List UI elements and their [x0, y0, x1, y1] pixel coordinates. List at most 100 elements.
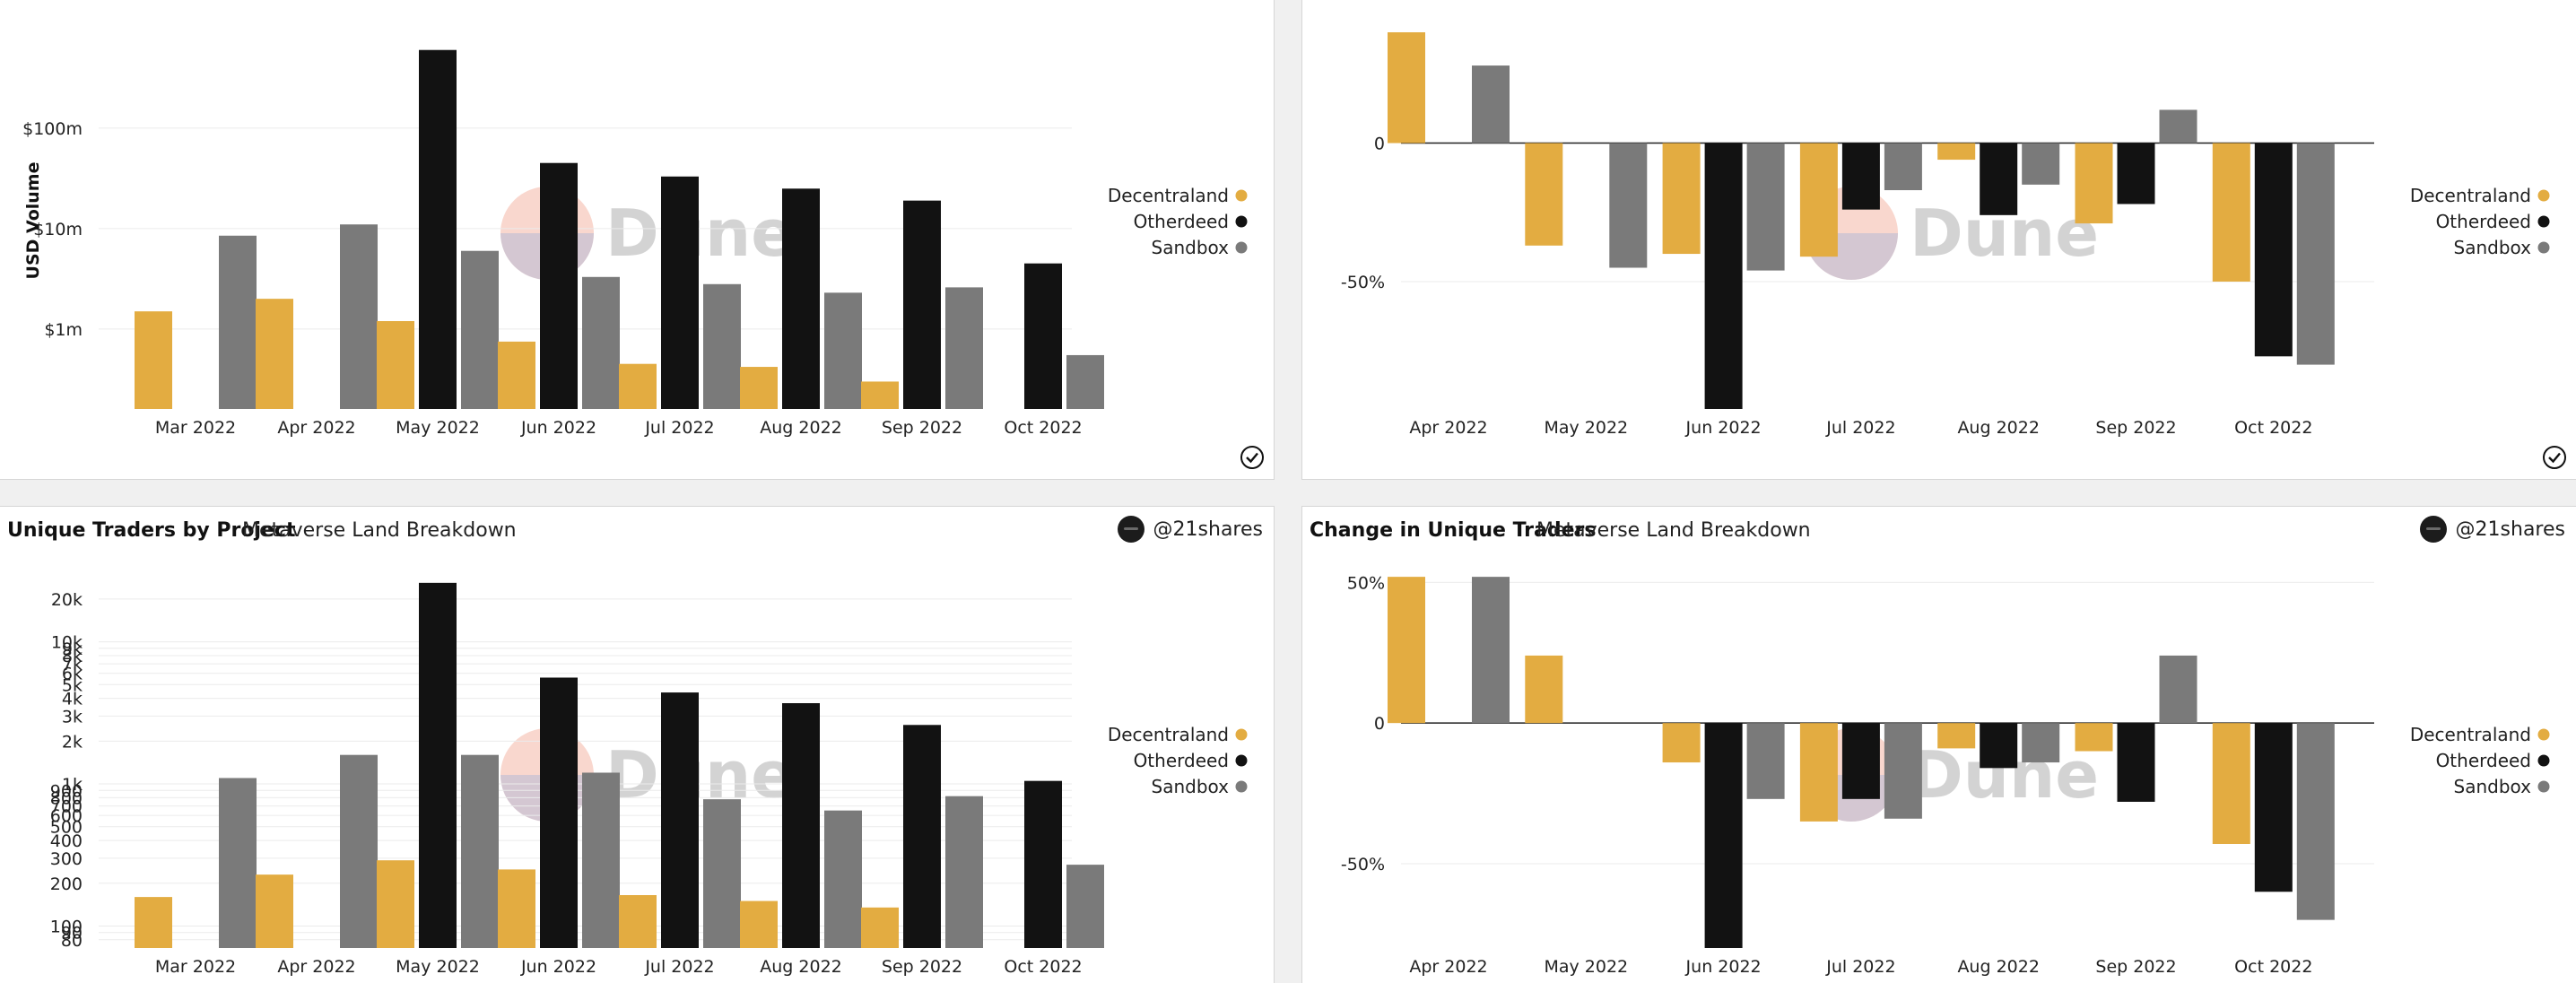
y-tick-label: 0	[1374, 135, 1385, 154]
bar-otherdeed	[782, 188, 820, 409]
bar-decentraland	[1799, 723, 1838, 822]
bar-sandbox	[945, 287, 983, 409]
bar-decentraland	[135, 897, 172, 948]
y-tick-label: $100m	[22, 119, 83, 139]
bar-sandbox	[824, 292, 862, 409]
x-tick-label: Jun 2022	[520, 957, 596, 977]
y-tick-label: 300	[50, 849, 83, 869]
bar-otherdeed	[2117, 143, 2155, 204]
watermark-text: Dune	[605, 737, 795, 813]
author-badge[interactable]: @21shares	[1117, 516, 1263, 543]
x-tick-label: Jun 2022	[1685, 957, 1762, 977]
bar-decentraland	[135, 311, 172, 409]
legend-label: Otherdeed	[1134, 750, 1229, 771]
check-icon[interactable]	[1240, 445, 1265, 470]
legend-swatch	[1235, 780, 1248, 793]
bar-decentraland	[498, 869, 535, 948]
author-name[interactable]: @21shares	[2455, 518, 2565, 541]
bar-sandbox	[2296, 723, 2335, 920]
x-tick-label: Apr 2022	[1409, 418, 1487, 438]
unique-traders-change-panel: Dune 50% 0 -50% Apr 2022 May 2022 Jun 2022 Jul …	[1301, 506, 2576, 983]
bar-decentraland	[377, 860, 414, 948]
author-name[interactable]: @21shares	[1153, 518, 1263, 541]
x-tick-label: Oct 2022	[1004, 957, 1082, 977]
bar-decentraland	[498, 341, 535, 409]
x-tick-label: Aug 2022	[1957, 957, 2040, 977]
x-tick-label: Mar 2022	[155, 418, 236, 438]
bar-decentraland	[861, 381, 899, 409]
y-tick-label: 0	[1374, 714, 1385, 734]
bar-sandbox	[582, 772, 620, 948]
bar-otherdeed	[903, 725, 941, 948]
bar-otherdeed	[419, 49, 457, 409]
y-tick-label: 50%	[1347, 573, 1385, 593]
y-tick-label: 3k	[62, 707, 83, 726]
y-tick-label: 200	[50, 874, 83, 894]
legend-swatch	[2537, 241, 2550, 254]
panel-title[interactable]: Change in Unique Traders	[1310, 519, 1597, 542]
bar-sandbox	[1066, 865, 1104, 948]
legend-label: Decentraland	[2410, 185, 2531, 206]
panel-title[interactable]: Unique Traders by Project	[7, 519, 296, 542]
y-tick-label: 800	[50, 788, 83, 808]
x-tick-label: Jul 2022	[1825, 418, 1895, 438]
legend-label: Sandbox	[1152, 776, 1230, 797]
x-tick-label: Jun 2022	[1685, 418, 1762, 438]
x-tick-label: Jul 2022	[644, 418, 714, 438]
bar-otherdeed	[1024, 263, 1062, 409]
x-tick-label: Jun 2022	[520, 418, 596, 438]
bar-sandbox	[1884, 143, 1922, 191]
panel-subtitle: Metaverse Land Breakdown	[242, 519, 517, 542]
legend-swatch	[2537, 728, 2550, 741]
y-tick-label: 1k	[62, 775, 83, 795]
bar-sandbox	[340, 754, 378, 948]
y-tick-label: 500	[50, 818, 83, 838]
x-tick-label: May 2022	[1544, 957, 1628, 977]
y-tick-label: 8k	[62, 647, 83, 666]
bar-sandbox	[461, 250, 499, 409]
bar-decentraland	[377, 320, 414, 409]
bar-decentraland	[861, 907, 899, 948]
panel-subtitle: Metaverse Land Breakdown	[1536, 519, 1811, 542]
bar-sandbox	[2296, 143, 2335, 365]
bar-sandbox	[945, 796, 983, 948]
bar-otherdeed	[1980, 723, 2018, 769]
bar-otherdeed	[782, 703, 820, 948]
panel-header: Change in Unique Traders Metaverse Land …	[1302, 507, 2576, 553]
volume-by-project-chart: Dune $1m $10m $100m USD Volume Mar 2022 Apr 20…	[22, 49, 1248, 438]
check-icon[interactable]	[2542, 445, 2567, 470]
y-axis-title: USD Volume	[23, 162, 43, 280]
x-tick-label: Mar 2022	[155, 957, 236, 977]
bar-sandbox	[461, 754, 499, 948]
bar-decentraland	[1388, 32, 1425, 144]
x-tick-label: Apr 2022	[277, 418, 355, 438]
y-tick-label: -50%	[1341, 855, 1385, 874]
bar-sandbox	[703, 283, 741, 409]
bar-decentraland	[1662, 723, 1701, 763]
bar-sandbox	[340, 224, 378, 409]
legend-swatch	[1235, 728, 1248, 741]
legend-label: Decentraland	[1108, 185, 1229, 206]
bar-decentraland	[256, 299, 293, 409]
x-tick-label: Apr 2022	[1409, 957, 1487, 977]
bar-sandbox	[1884, 723, 1922, 819]
bar-otherdeed	[1024, 780, 1062, 948]
bar-decentraland	[1525, 655, 1563, 724]
bar-decentraland	[740, 900, 778, 948]
x-tick-label: Jul 2022	[1825, 957, 1895, 977]
bar-decentraland	[2212, 143, 2250, 282]
panel-header: Unique Traders by Project Metaverse Land…	[0, 507, 1274, 553]
x-tick-label: Apr 2022	[277, 957, 355, 977]
watermark-text: Dune	[605, 196, 795, 271]
x-tick-label: Sep 2022	[2095, 418, 2176, 438]
y-tick-label: 10k	[51, 633, 83, 653]
author-badge[interactable]: @21shares	[2419, 516, 2565, 543]
bar-decentraland	[1525, 143, 1563, 246]
y-tick-label: $10m	[33, 220, 83, 239]
legend-label: Sandbox	[2454, 776, 2532, 797]
bar-decentraland	[2075, 143, 2113, 224]
x-tick-label: Aug 2022	[760, 418, 842, 438]
avatar	[1117, 516, 1144, 543]
